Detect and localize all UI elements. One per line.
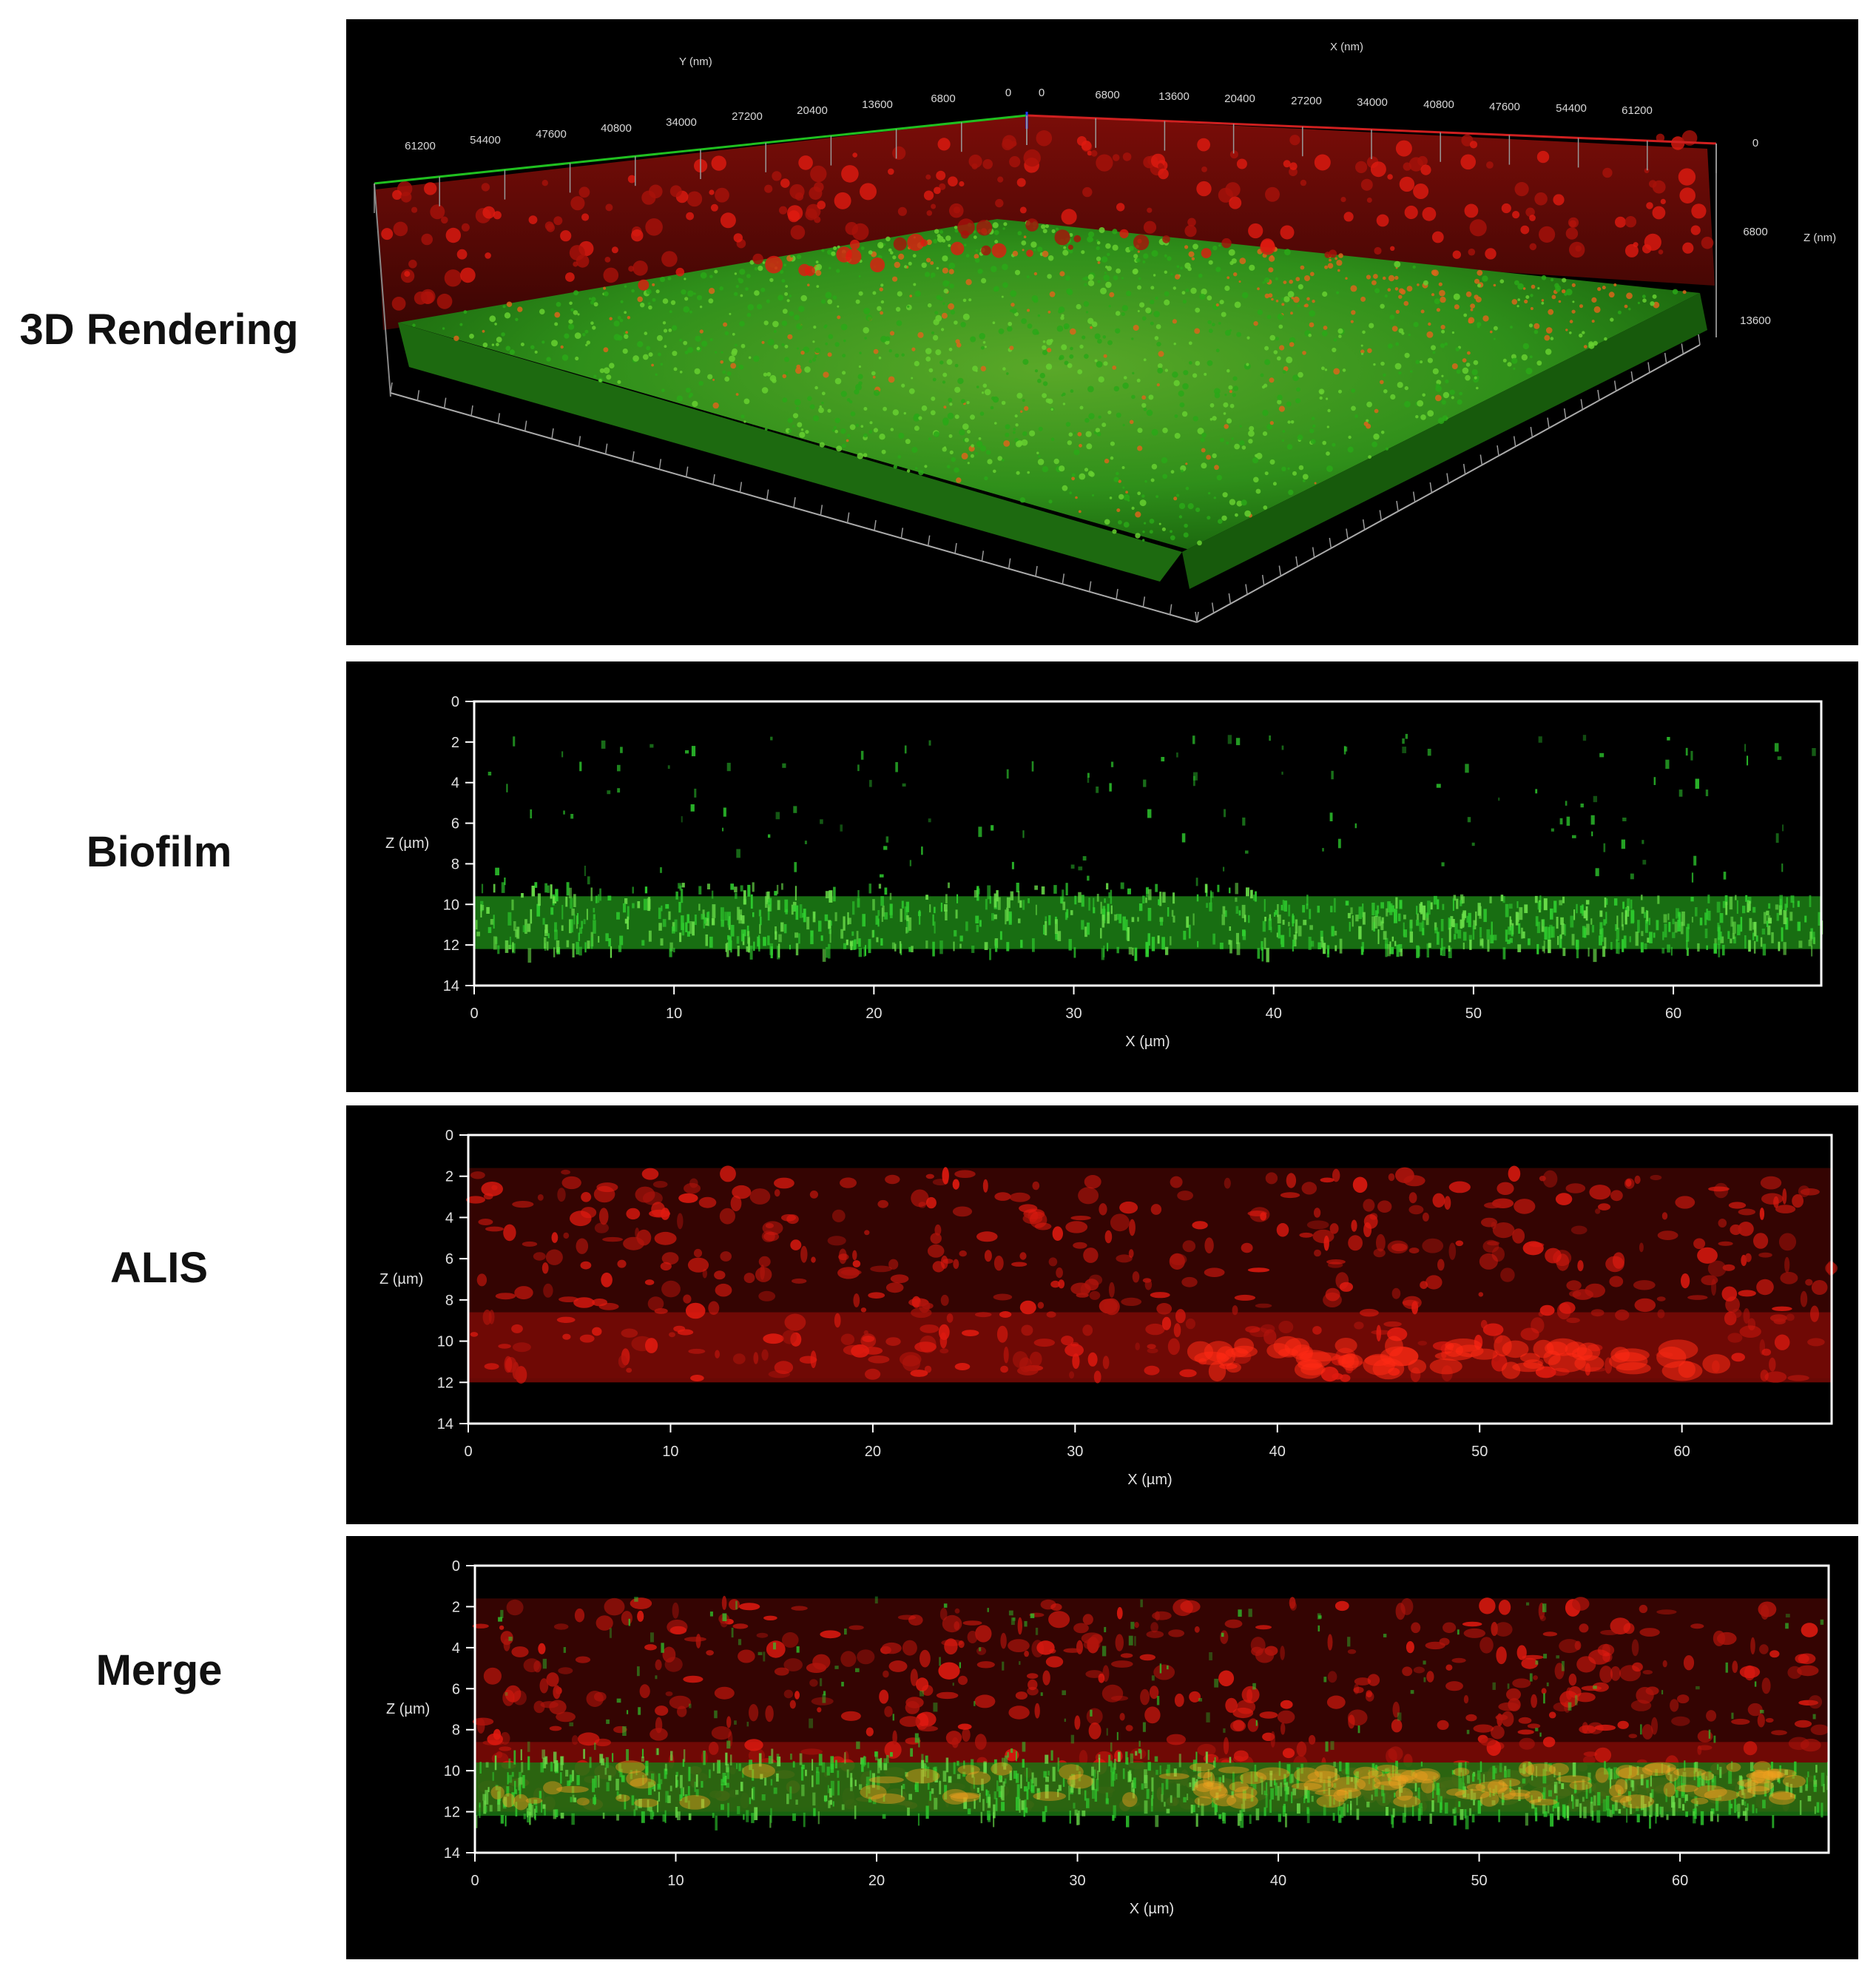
z-tick-label: 0: [451, 694, 459, 710]
z-tick-label: 4: [451, 775, 459, 792]
z-tick-label: 2: [451, 735, 459, 751]
x-tick-label: 40: [1266, 1006, 1282, 1022]
plot-frame: [473, 700, 1823, 987]
z-tick-label: 0: [445, 1128, 453, 1144]
z-tick-label: 14: [443, 978, 459, 994]
z-tick-label: 6: [452, 1681, 460, 1697]
label-alis: ALIS: [109, 1244, 209, 1292]
z-tick-label: 10: [444, 1763, 460, 1779]
panel-3d-rendering: Y (nm) X (nm) Z (nm) 61200 54400 47600 4080…: [346, 19, 1858, 645]
z-axis-label: Z (µm): [386, 1701, 430, 1717]
y-tick-label: 27200: [732, 110, 763, 123]
y-tick-label: 40800: [601, 122, 632, 135]
x-tick-label: 0: [464, 1444, 472, 1460]
x-tick-label: 0: [470, 1873, 479, 1889]
x-tick-label: 61200: [1622, 104, 1653, 117]
z-tick-label: 8: [451, 856, 459, 872]
panel-biofilm: 0 2 4 6 8 10 12 14 0 10 20 30 40 50 60 Z (µm) X (µm): [346, 661, 1858, 1092]
rendering-3d-image: Y (nm) X (nm) Z (nm) 61200 54400 47600 4080…: [374, 41, 1836, 623]
x-axis-label: X (µm): [1125, 1034, 1170, 1050]
label-biofilm: Biofilm: [86, 828, 232, 876]
z-tick-label: 6800: [1743, 226, 1767, 238]
z-axis-label: Z (µm): [379, 1271, 423, 1287]
x-tick-label: 50: [1471, 1873, 1487, 1889]
x-tick-label: 20: [868, 1873, 885, 1889]
z-tick-label: 2: [452, 1599, 460, 1615]
z-tick-label: 0: [1752, 137, 1758, 149]
y-tick-label: 13600: [862, 98, 893, 111]
x-tick-label: 60: [1672, 1873, 1688, 1889]
z-tick-label: 6: [451, 816, 459, 832]
z-tick-label: 8: [452, 1723, 460, 1739]
x-tick-label: 47600: [1489, 101, 1520, 113]
x-tick-label: 40800: [1423, 98, 1454, 111]
panel-merge: 0 2 4 6 8 10 12 14 0 10 20 30 40 50 60 Z (µm) X (µm): [346, 1536, 1858, 1959]
y-tick-label: 0: [1005, 87, 1011, 99]
z-tick-label: 4: [445, 1210, 453, 1226]
x-tick-label: 30: [1069, 1873, 1085, 1889]
x-tick-label: 60: [1665, 1006, 1681, 1022]
x-tick-label: 54400: [1556, 102, 1587, 115]
x-tick-label: 0: [470, 1006, 478, 1022]
z-tick-label: 10: [443, 897, 459, 913]
x-tick-label: 34000: [1357, 96, 1388, 109]
x-tick-label: 6800: [1095, 89, 1119, 101]
x-tick-label: 30: [1065, 1006, 1082, 1022]
x-axis-label: X (µm): [1127, 1472, 1172, 1488]
x-tick-label: 20: [865, 1444, 881, 1460]
z-tick-label: 10: [437, 1334, 453, 1350]
z-tick-label: 13600: [1740, 314, 1771, 327]
y-tick-label: 61200: [405, 140, 436, 152]
y-tick-label: 20400: [797, 104, 828, 117]
x-axis-label: X (µm): [1130, 1901, 1174, 1917]
x-tick-label: 0: [1039, 87, 1045, 99]
x-tick-label: 20: [866, 1006, 882, 1022]
y-axis-label-3d: Y (nm): [679, 55, 712, 68]
plot-frame: [473, 1564, 1830, 1854]
x-tick-label: 10: [662, 1444, 678, 1460]
x-tick-label: 50: [1471, 1444, 1488, 1460]
z-tick-label: 4: [452, 1640, 460, 1657]
x-tick-label: 20400: [1224, 92, 1255, 105]
z-tick-label: 12: [444, 1805, 460, 1821]
z-tick-label: 2: [445, 1169, 453, 1185]
z-tick-label: 6: [445, 1251, 453, 1267]
biofilm-section: 0 2 4 6 8 10 12 14 0 10 20 30 40 50 60 Z (µm) X (µm): [385, 694, 1823, 1050]
x-tick-label: 40: [1269, 1444, 1286, 1460]
x-tick-label: 50: [1465, 1006, 1482, 1022]
y-tick-label: 34000: [666, 116, 697, 129]
z-tick-label: 8: [445, 1293, 453, 1309]
plot-frame: [467, 1134, 1833, 1425]
y-tick-label: 6800: [931, 92, 955, 105]
z-tick-label: 14: [444, 1845, 460, 1862]
x-tick-label: 30: [1067, 1444, 1083, 1460]
x-tick-label: 60: [1674, 1444, 1690, 1460]
x-tick-label: 40: [1270, 1873, 1286, 1889]
z-tick-label: 12: [443, 937, 459, 954]
label-merge: Merge: [95, 1646, 223, 1694]
z-tick-label: 12: [437, 1375, 453, 1391]
y-tick-label: 47600: [536, 128, 567, 141]
z-axis-label-3d: Z (nm): [1804, 232, 1836, 244]
z-tick-label: 14: [437, 1416, 453, 1432]
biofilm-surface-3d: [398, 219, 1700, 552]
x-tick-label: 10: [667, 1873, 684, 1889]
x-tick-label: 10: [666, 1006, 682, 1022]
label-3d-rendering: 3D Rendering: [19, 306, 299, 354]
x-tick-label: 13600: [1158, 90, 1190, 103]
z-axis-label: Z (µm): [385, 835, 429, 852]
x-tick-label: 27200: [1291, 95, 1322, 107]
panel-alis: 0 2 4 6 8 10 12 14 0 10 20 30 40 50 60 Z (µm) X (µm): [346, 1105, 1858, 1524]
z-tick-label: 0: [452, 1558, 460, 1575]
merge-section: 0 2 4 6 8 10 12 14 0 10 20 30 40 50 60 Z (µm) X (µm): [386, 1558, 1830, 1917]
alis-section: 0 2 4 6 8 10 12 14 0 10 20 30 40 50 60 Z (µm) X (µm): [379, 1128, 1838, 1488]
y-tick-label: 54400: [470, 134, 501, 147]
x-axis-label-3d: X (nm): [1330, 41, 1363, 53]
